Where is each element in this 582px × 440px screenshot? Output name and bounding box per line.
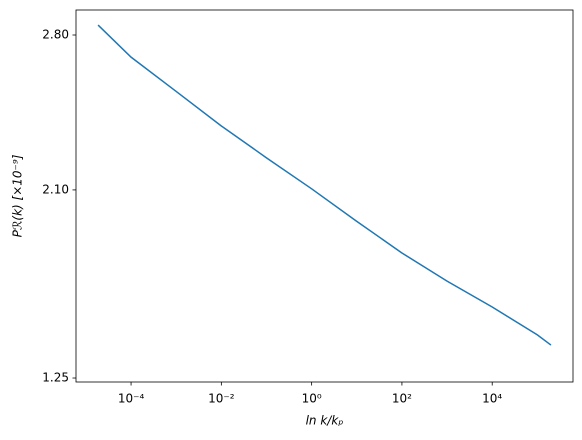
x-tick-label: 10⁴: [482, 392, 502, 406]
y-axis-label: Pℛ(k) [×10⁻⁹]: [11, 154, 25, 237]
y-tick-label: 1.25: [42, 371, 69, 385]
x-axis-label: ln k/kₚ: [306, 414, 344, 428]
y-tick-label: 2.10: [42, 182, 69, 196]
x-tick-label: 10⁻⁴: [118, 392, 145, 406]
y-tick-label: 2.80: [42, 28, 69, 42]
plot-frame: [75, 9, 574, 383]
x-tick-label: 10²: [392, 392, 412, 406]
x-tick-label: 10⁰: [302, 392, 322, 406]
x-tick-label: 10⁻²: [208, 392, 235, 406]
data-line: [97, 24, 552, 346]
